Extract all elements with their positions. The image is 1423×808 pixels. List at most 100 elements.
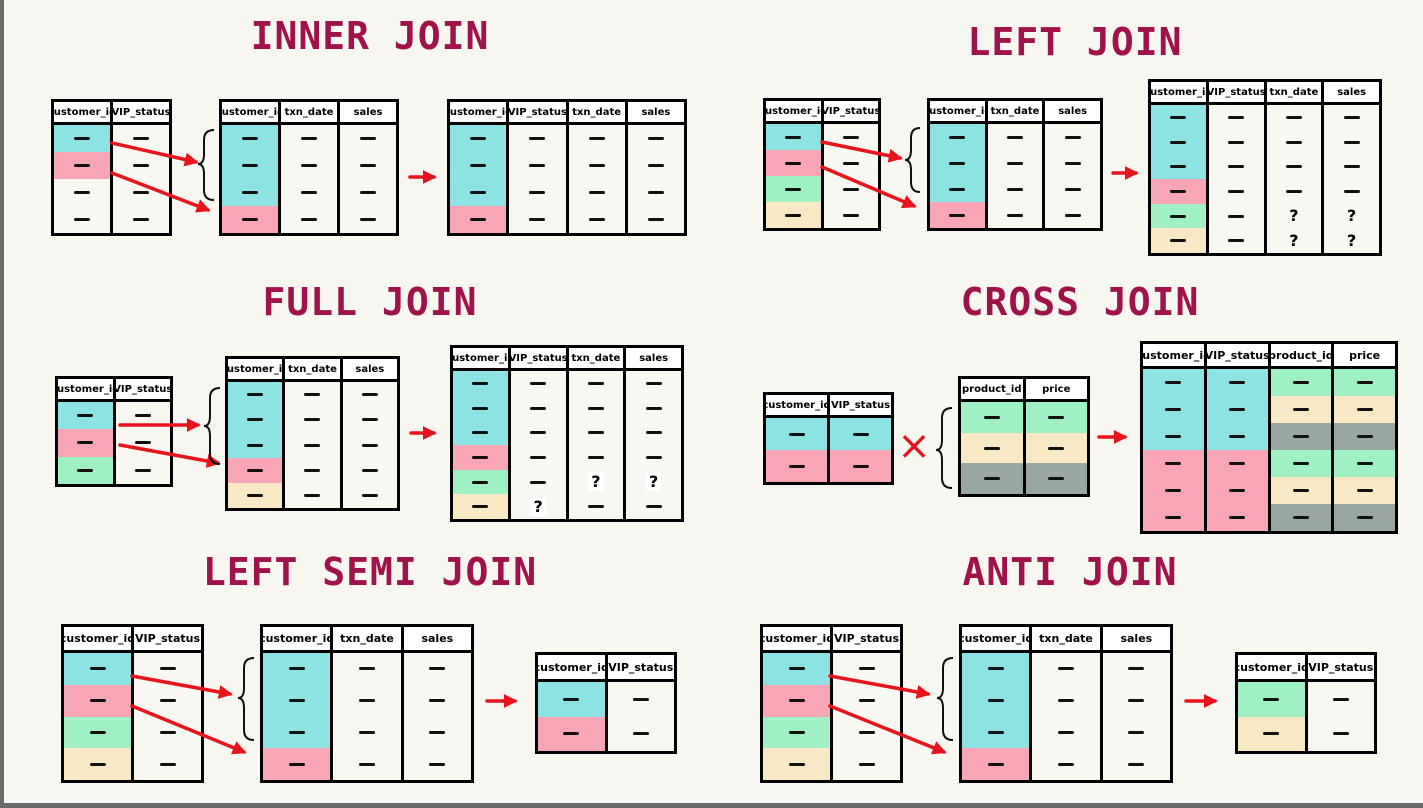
- value-placeholder: [647, 218, 664, 221]
- table-cell: [113, 125, 169, 152]
- value-placeholder: [470, 218, 487, 221]
- table-cell: [824, 202, 879, 228]
- value-placeholder: [304, 468, 321, 472]
- table-cell: [1151, 129, 1206, 155]
- table-column: [930, 124, 985, 228]
- left-result-table: customer_id VIP_status txn_date sales ??…: [1148, 79, 1382, 256]
- value-placeholder: [1343, 189, 1360, 193]
- header-customer-id: customer_id: [1151, 82, 1206, 102]
- value-placeholder: [1048, 477, 1065, 481]
- value-placeholder: [587, 455, 604, 459]
- table-cell: [763, 716, 830, 749]
- table-cell: [281, 152, 337, 179]
- table-cell: [116, 402, 171, 429]
- value-placeholder: [361, 468, 378, 472]
- table-cell: [830, 450, 891, 482]
- value-placeholder: [360, 218, 376, 221]
- table-cell: [1267, 105, 1322, 130]
- table-cell: [64, 684, 131, 717]
- value-placeholder: [587, 381, 604, 385]
- value-placeholder: [647, 164, 664, 167]
- unknown-value: ?: [1346, 206, 1357, 226]
- curly-brace-icon: [237, 657, 255, 741]
- table-cell: [763, 653, 830, 685]
- table-cell: [450, 206, 507, 233]
- value-placeholder: [304, 493, 321, 497]
- table-cell: [1032, 653, 1099, 685]
- value-placeholder: [304, 393, 321, 397]
- value-placeholder: [1064, 213, 1081, 217]
- value-placeholder: [74, 164, 90, 167]
- value-placeholder: [1332, 697, 1349, 701]
- table-cell: [766, 202, 821, 228]
- value-placeholder: [1228, 239, 1245, 243]
- header-customer-id: customer_id: [228, 359, 283, 379]
- header-vip-status: VIP_status: [1206, 344, 1268, 366]
- table-cell: [1334, 369, 1395, 396]
- table-column: [1206, 369, 1268, 531]
- table-cell: [538, 682, 605, 717]
- table-cell: [1209, 154, 1264, 179]
- value-placeholder: [77, 441, 94, 445]
- table-cell: [511, 371, 566, 396]
- value-placeholder: [858, 667, 875, 671]
- table-cell: [766, 124, 821, 150]
- table-column: [538, 682, 605, 751]
- header-vip-status: VIP_status: [113, 102, 169, 122]
- value-placeholder: [1170, 140, 1187, 144]
- table-column: [1238, 682, 1305, 751]
- value-placeholder: [983, 415, 1000, 419]
- header-customer-id: customer_id: [1143, 344, 1204, 366]
- table-cell: [1143, 396, 1204, 423]
- table-cell: [1143, 423, 1204, 450]
- header-customer-id: customer_id: [763, 627, 830, 650]
- table-cell: [569, 396, 624, 421]
- value-placeholder: [301, 191, 317, 194]
- table-cell: [1045, 202, 1100, 228]
- curly-brace-icon: [935, 407, 953, 489]
- value-placeholder: [1343, 115, 1360, 119]
- value-placeholder: [1128, 699, 1145, 703]
- value-placeholder: [472, 381, 489, 385]
- value-placeholder: [242, 191, 258, 194]
- table-column: [1334, 369, 1395, 531]
- value-placeholder: [361, 493, 378, 497]
- header-customer-id: customer_id: [930, 101, 985, 121]
- table-cell: [1151, 154, 1206, 180]
- table-cell: [1143, 450, 1204, 477]
- value-placeholder: [645, 381, 662, 385]
- value-placeholder: [1332, 732, 1349, 736]
- value-placeholder: [852, 432, 869, 436]
- title-cross-join: CROSS JOIN: [960, 280, 1200, 324]
- table-cell: [988, 176, 1043, 202]
- table-cell: [1334, 477, 1395, 504]
- table-column: [64, 653, 131, 780]
- table-cell: [1209, 105, 1264, 130]
- table-cell: [1206, 477, 1268, 504]
- table-cell: [54, 125, 110, 152]
- table-cell: [285, 382, 339, 407]
- table-cell: [281, 125, 337, 152]
- table-cell: [64, 716, 131, 749]
- header-sales: sales: [403, 627, 471, 650]
- header-vip-status: VIP_status: [134, 627, 201, 650]
- table-cell: [343, 407, 397, 432]
- value-placeholder: [1048, 415, 1065, 419]
- table-cell: [263, 748, 331, 780]
- table-column: [113, 125, 169, 233]
- table-cell: [930, 176, 985, 202]
- value-placeholder: [472, 431, 489, 435]
- value-placeholder: [1292, 489, 1309, 492]
- header-customer-id: customer_id: [64, 627, 131, 650]
- table-column: [823, 124, 879, 228]
- value-placeholder: [645, 431, 662, 435]
- table-cell: [113, 206, 169, 233]
- table-column: [1032, 653, 1100, 780]
- table-cell: [1334, 423, 1395, 450]
- table-cell: [1206, 504, 1268, 531]
- table-cell: [824, 176, 879, 202]
- header-product-id: product_id: [1270, 344, 1332, 366]
- table-column: ??: [1324, 105, 1379, 253]
- table-cell: [1103, 748, 1170, 780]
- value-placeholder: [842, 187, 859, 191]
